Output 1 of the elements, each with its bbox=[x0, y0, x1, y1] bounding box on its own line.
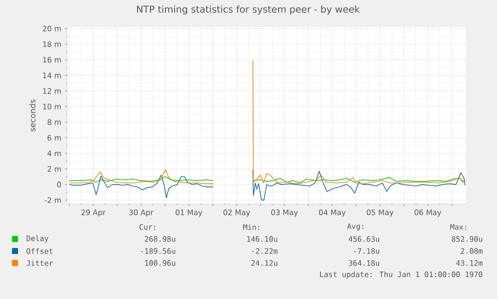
chart-title: NTP timing statistics for system peer - by week bbox=[137, 5, 360, 15]
